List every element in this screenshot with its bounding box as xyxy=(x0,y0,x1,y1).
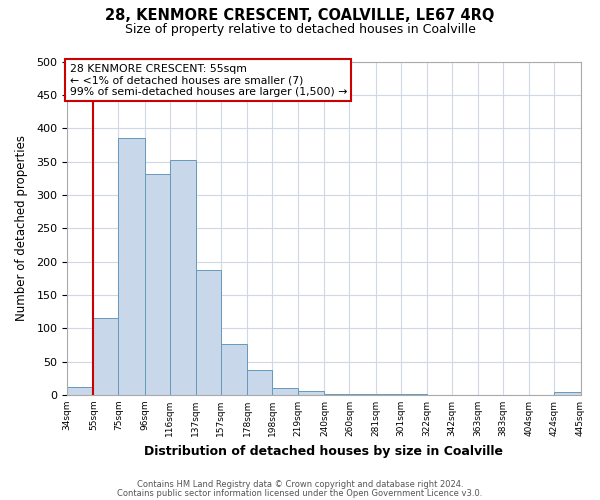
Bar xyxy=(170,160,196,395)
Bar xyxy=(325,394,349,395)
Bar xyxy=(67,387,94,395)
Text: 28, KENMORE CRESCENT, COALVILLE, LE67 4RQ: 28, KENMORE CRESCENT, COALVILLE, LE67 4R… xyxy=(106,8,494,22)
Bar xyxy=(272,388,298,395)
Bar xyxy=(349,394,376,395)
Text: Contains HM Land Registry data © Crown copyright and database right 2024.: Contains HM Land Registry data © Crown c… xyxy=(137,480,463,489)
Bar xyxy=(196,270,221,395)
Y-axis label: Number of detached properties: Number of detached properties xyxy=(15,135,28,321)
Bar xyxy=(401,394,427,395)
Text: 28 KENMORE CRESCENT: 55sqm
← <1% of detached houses are smaller (7)
99% of semi-: 28 KENMORE CRESCENT: 55sqm ← <1% of deta… xyxy=(70,64,347,96)
Bar xyxy=(94,318,118,395)
Bar xyxy=(554,392,581,395)
Bar xyxy=(376,394,401,395)
Text: Size of property relative to detached houses in Coalville: Size of property relative to detached ho… xyxy=(125,22,475,36)
Bar xyxy=(118,138,145,395)
X-axis label: Distribution of detached houses by size in Coalville: Distribution of detached houses by size … xyxy=(145,444,503,458)
Bar xyxy=(247,370,272,395)
Bar xyxy=(221,344,247,395)
Bar xyxy=(298,391,325,395)
Text: Contains public sector information licensed under the Open Government Licence v3: Contains public sector information licen… xyxy=(118,488,482,498)
Bar xyxy=(145,174,170,395)
